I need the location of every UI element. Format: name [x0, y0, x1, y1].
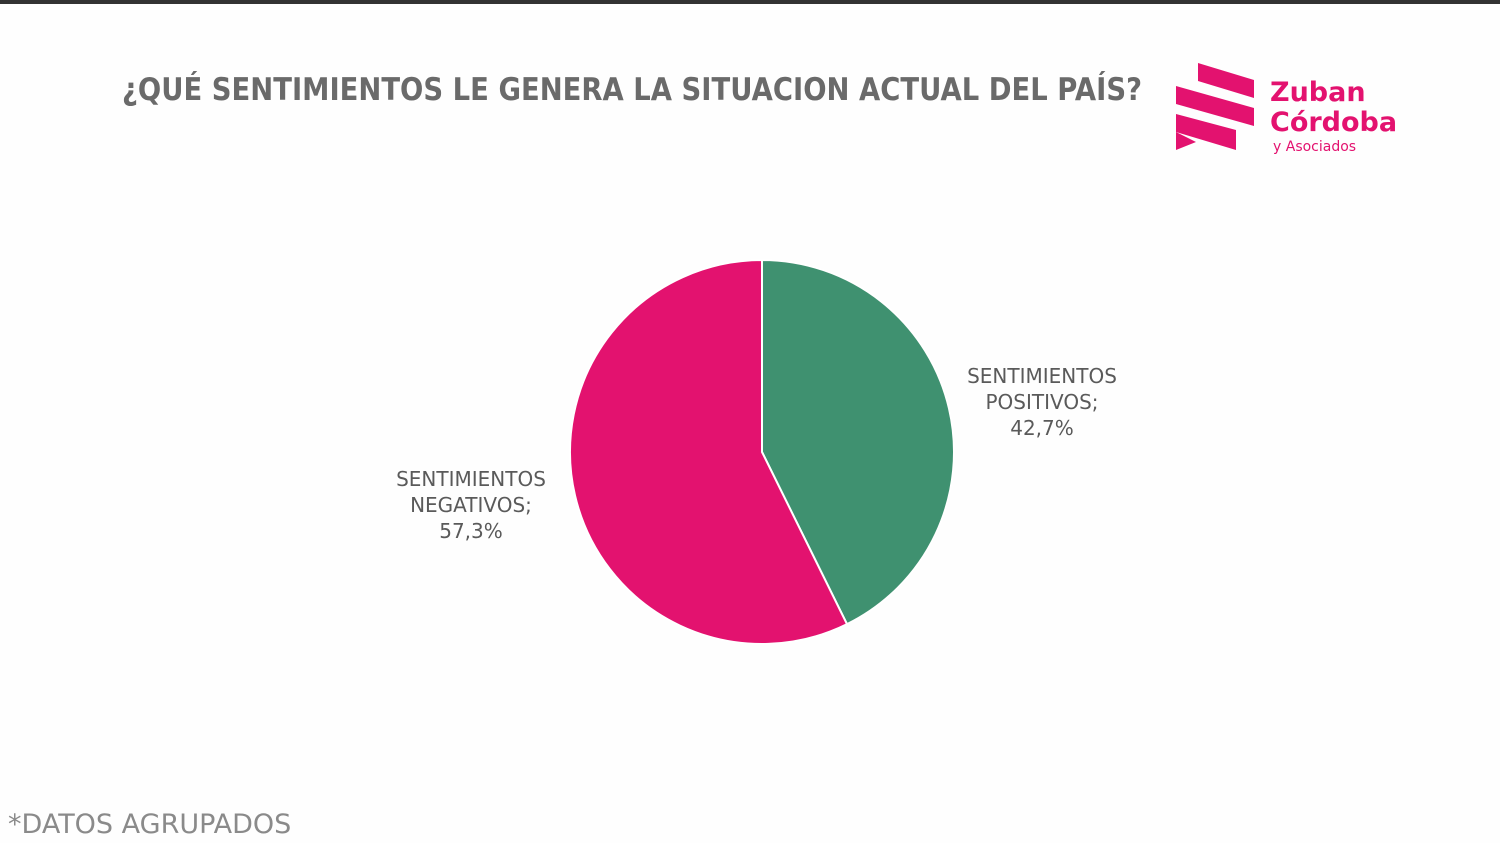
- footnote: *DATOS AGRUPADOS: [8, 809, 291, 840]
- logo-mark: [1176, 63, 1254, 150]
- slice-label: SENTIMIENTOS NEGATIVOS; 57,3%: [371, 466, 571, 544]
- logo-text: Córdoba: [1270, 107, 1397, 138]
- slice-value: 42,7%: [1010, 416, 1074, 440]
- logo-subtext: y Asociados: [1273, 139, 1356, 155]
- pie-slice: [569, 258, 849, 645]
- slice-category: SENTIMIENTOS NEGATIVOS;: [396, 467, 546, 517]
- top-bar: [0, 0, 1500, 4]
- logo-text: Zuban: [1270, 77, 1366, 108]
- pie-slice: [761, 258, 955, 626]
- chart-title: ¿QUÉ SENTIMIENTOS LE GENERA LA SITUACION…: [122, 72, 1142, 108]
- slice-value: 57,3%: [439, 519, 503, 543]
- slice-label: SENTIMIENTOS POSITIVOS; 42,7%: [942, 363, 1142, 441]
- slice-category: SENTIMIENTOS POSITIVOS;: [967, 364, 1117, 414]
